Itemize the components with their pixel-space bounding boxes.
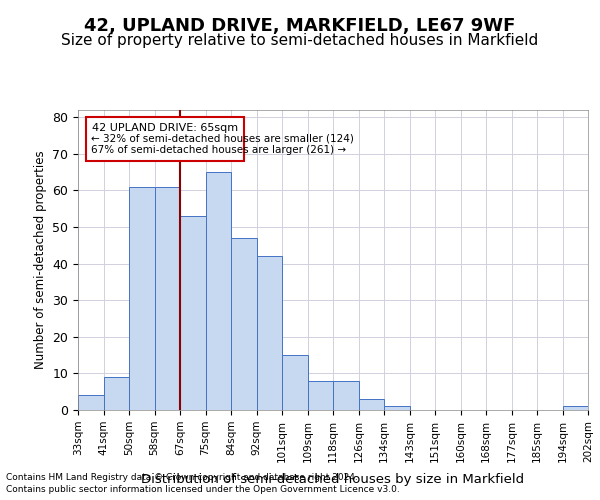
Bar (333, 380, 359, 410)
Bar (359, 399, 384, 410)
Text: 42 UPLAND DRIVE: 65sqm: 42 UPLAND DRIVE: 65sqm (92, 123, 238, 133)
Bar (384, 406, 409, 410)
Text: Size of property relative to semi-detached houses in Markfield: Size of property relative to semi-detach… (61, 32, 539, 48)
Text: Contains HM Land Registry data © Crown copyright and database right 2024.: Contains HM Land Registry data © Crown c… (6, 472, 358, 482)
Bar (282, 355, 308, 410)
Bar (205, 172, 231, 410)
X-axis label: Distribution of semi-detached houses by size in Markfield: Distribution of semi-detached houses by … (142, 473, 524, 486)
Bar (563, 406, 588, 410)
Text: ← 32% of semi-detached houses are smaller (124): ← 32% of semi-detached houses are smalle… (91, 134, 353, 144)
Bar (231, 238, 257, 410)
Bar (155, 187, 180, 410)
Bar (257, 256, 282, 410)
FancyBboxPatch shape (86, 118, 244, 161)
Bar (129, 187, 155, 410)
Y-axis label: Number of semi-detached properties: Number of semi-detached properties (34, 150, 47, 370)
Bar (104, 377, 129, 410)
Bar (78, 396, 104, 410)
Bar (180, 216, 205, 410)
Bar (308, 380, 333, 410)
Text: 42, UPLAND DRIVE, MARKFIELD, LE67 9WF: 42, UPLAND DRIVE, MARKFIELD, LE67 9WF (85, 18, 515, 36)
Text: Contains public sector information licensed under the Open Government Licence v3: Contains public sector information licen… (6, 485, 400, 494)
Text: 67% of semi-detached houses are larger (261) →: 67% of semi-detached houses are larger (… (91, 145, 346, 155)
